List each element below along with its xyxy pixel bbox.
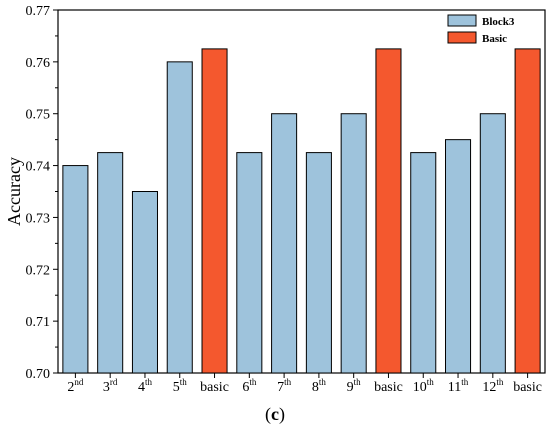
plot-frame (57, 9, 546, 374)
x-tick-label: 2nd (67, 377, 84, 395)
legend-label-basic: Basic (482, 33, 507, 45)
bar-block3 (131, 191, 158, 374)
x-tick-label: 6th (242, 377, 257, 395)
bar-chart: 0.70 0.71 0.72 0.73 0.74 0.75 0.76 0.77 Accuracy… (4, 4, 546, 395)
y-tick-label: 0.77 (26, 4, 51, 19)
bar-block3 (305, 152, 332, 374)
y-tick-label: 0.73 (26, 211, 51, 226)
x-tick-label: basic (200, 380, 229, 395)
x-tick-label: 8th (312, 377, 327, 395)
x-tick-label: basic (513, 380, 542, 395)
legend-label-block3: Block3 (482, 16, 515, 28)
x-tick-label: 12th (482, 377, 504, 395)
figure-caption: (c) (265, 404, 285, 424)
y-tick-label: 0.71 (26, 315, 51, 330)
y-tick-label: 0.75 (26, 108, 51, 123)
x-tick-label: 4th (138, 377, 153, 395)
legend-swatch-block3 (447, 14, 477, 27)
y-tick-label: 0.72 (26, 263, 51, 278)
bar-block3 (166, 61, 193, 374)
bar-block3 (97, 152, 124, 374)
x-tick-label: 10th (413, 377, 435, 395)
y-tick-label: 0.76 (26, 56, 51, 71)
x-tick-label: 9th (347, 377, 362, 395)
bar-basic (201, 48, 228, 374)
bar-block3 (479, 113, 506, 374)
x-tick-label: basic (374, 380, 403, 395)
y-tick-label: 0.70 (26, 367, 51, 382)
bar-block3 (271, 113, 298, 374)
y-tick-label: 0.74 (26, 160, 51, 175)
bar-basic (514, 48, 541, 374)
legend-swatch-basic (447, 31, 477, 44)
x-tick-label: 7th (277, 377, 292, 395)
bar-block3 (410, 152, 437, 374)
x-tick-label: 5th (173, 377, 188, 395)
bar-block3 (236, 152, 263, 374)
x-tick-label: 11th (448, 377, 469, 395)
bar-basic (375, 48, 402, 374)
bar-block3 (62, 165, 89, 374)
bar-block3 (445, 139, 472, 374)
x-tick-label: 3rd (103, 377, 118, 395)
y-axis-label: Accuracy (4, 157, 24, 226)
bar-block3 (340, 113, 367, 374)
